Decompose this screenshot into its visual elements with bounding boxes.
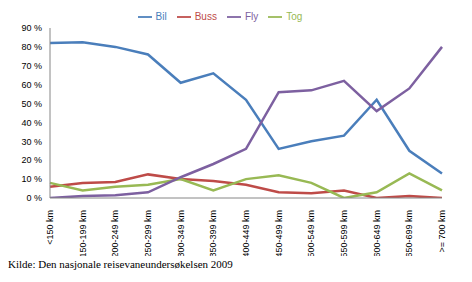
svg-text:90 %: 90 % (21, 23, 42, 33)
svg-text:20 %: 20 % (21, 155, 42, 165)
html-text:Tog: Tog (286, 10, 303, 22)
svg-text:450-499 km: 450-499 km (274, 210, 284, 256)
svg-text:650-699 km: 650-699 km (404, 210, 414, 256)
svg-text:250-299 km: 250-299 km (143, 210, 153, 256)
svg-text:>= 700 km: >= 700 km (437, 210, 447, 253)
svg-text:200-249 km: 200-249 km (110, 210, 120, 256)
svg-text:400-449 km: 400-449 km (241, 210, 251, 256)
svg-text:350-399 km: 350-399 km (208, 210, 218, 256)
svg-text:150-199 km: 150-199 km (78, 210, 88, 256)
svg-text:40 %: 40 % (21, 118, 42, 128)
svg-text:60 %: 60 % (21, 80, 42, 90)
html-text:Buss: Buss (194, 10, 217, 22)
svg-text:70 %: 70 % (21, 61, 42, 71)
svg-text:30 %: 30 % (21, 137, 42, 147)
svg-text:10 %: 10 % (21, 174, 42, 184)
html-text:Kilde: Den nasjonale reisevane: Kilde: Den nasjonale reisevaneundersøkel… (8, 258, 233, 270)
svg-text:50 %: 50 % (21, 99, 42, 109)
html-text:Bil: Bil (155, 10, 167, 22)
svg-text:600-649 km: 600-649 km (372, 210, 382, 256)
svg-text:500-549 km: 500-549 km (306, 210, 316, 256)
svg-text:80 %: 80 % (21, 42, 42, 52)
html-text:Fly: Fly (244, 10, 259, 22)
svg-text:300-349 km: 300-349 km (176, 210, 186, 256)
svg-text:<150 km: <150 km (45, 210, 55, 245)
svg-text:550-599 km: 550-599 km (339, 210, 349, 256)
svg-text:0 %: 0 % (26, 193, 42, 203)
